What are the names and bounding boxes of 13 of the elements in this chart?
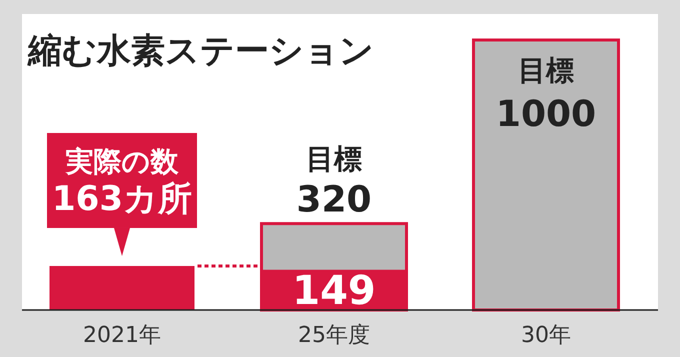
annotation: 実際の数 [64, 144, 180, 178]
data-label: 1000 [496, 94, 596, 135]
bar [472, 38, 620, 312]
data-label: 163カ所 [52, 178, 192, 219]
chart-title: 縮む水素ステーション [27, 31, 374, 71]
bar [50, 266, 194, 310]
data-label: 149 [292, 268, 376, 314]
x-tick-label: 30年 [521, 323, 571, 348]
annotation: 目標 [518, 54, 574, 87]
data-label: 320 [296, 180, 372, 221]
x-tick-label: 2021年 [83, 323, 161, 348]
annotation: 目標 [306, 142, 362, 176]
x-tick-label: 25年度 [298, 323, 370, 348]
